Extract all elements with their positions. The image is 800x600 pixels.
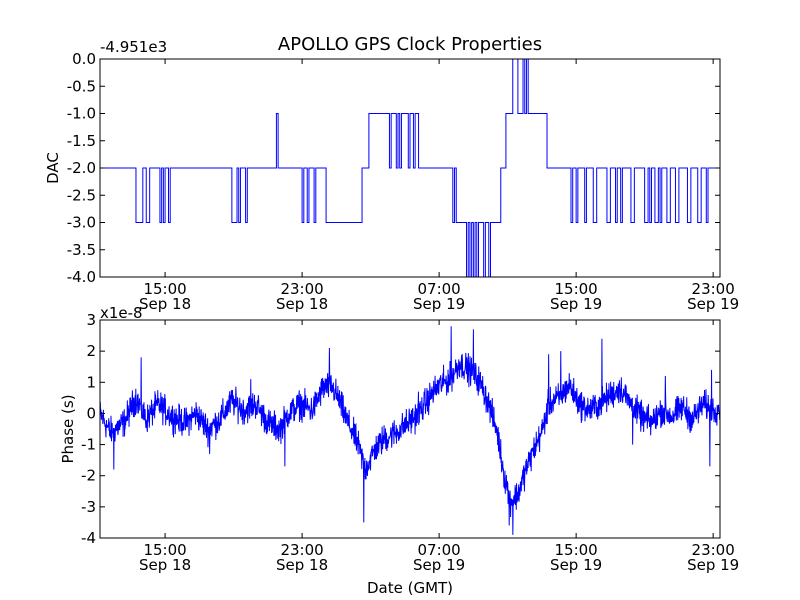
dac-xtick-date: Sep 18	[139, 295, 191, 313]
dac-xtick-time: 15:00	[143, 280, 186, 298]
phase-ylabel: Phase (s)	[59, 394, 77, 463]
chart-title: APOLLO GPS Clock Properties	[278, 34, 542, 55]
phase-ytick-label: 3	[86, 311, 96, 329]
dac-ytick-label: 0.0	[72, 50, 96, 68]
phase-ytick-label: 2	[86, 342, 96, 360]
phase-xtick-date: Sep 19	[413, 556, 465, 574]
dac-xtick-time: 23:00	[692, 280, 735, 298]
phase-series-line	[99, 326, 721, 535]
phase-xtick-time: 07:00	[417, 541, 460, 559]
phase-xtick-date: Sep 19	[687, 556, 739, 574]
phase-ytick-label: 0	[86, 404, 96, 422]
phase-xtick-time: 15:00	[143, 541, 186, 559]
phase-xtick-date: Sep 18	[276, 556, 328, 574]
dac-ytick-label: -1.0	[67, 105, 96, 123]
phase-offset-label: x1e-8	[100, 304, 143, 322]
dac-xtick-date: Sep 19	[550, 295, 602, 313]
dac-xtick-time: 15:00	[555, 280, 598, 298]
phase-ytick-label: -2	[81, 467, 96, 485]
dac-xtick-time: 07:00	[417, 280, 460, 298]
dac-ylabel: DAC	[44, 152, 62, 184]
phase-xtick-time: 23:00	[280, 541, 323, 559]
dac-series-group	[100, 58, 720, 278]
dac-ticks: -4.0 -3.5 -3.0 -2.5 -2.0 -1.5 -1.0 -0.5 0.0 15:00…	[67, 50, 740, 313]
dac-ytick-label: -0.5	[67, 77, 96, 95]
dac-ytick-label: -1.5	[67, 132, 96, 150]
dac-ytick-label: -3.5	[67, 241, 96, 259]
dac-ytick-label: -2.0	[67, 159, 96, 177]
dac-xtick-date: Sep 19	[687, 295, 739, 313]
phase-xtick-date: Sep 19	[550, 556, 602, 574]
dac-xtick-date: Sep 18	[276, 295, 328, 313]
phase-ytick-label: 1	[86, 373, 96, 391]
phase-xtick-time: 23:00	[692, 541, 735, 559]
phase-series-group	[99, 326, 721, 535]
phase-ytick-label: -1	[81, 436, 96, 454]
dac-panel: -4.0 -3.5 -3.0 -2.5 -2.0 -1.5 -1.0 -0.5 0.0 15:00…	[44, 38, 739, 313]
dac-xtick-date: Sep 19	[413, 295, 465, 313]
dac-series-line	[100, 58, 720, 278]
phase-ytick-label: -4	[81, 529, 96, 547]
phase-xtick-date: Sep 18	[139, 556, 191, 574]
phase-axes-frame	[99, 319, 721, 539]
dac-ytick-label: -4.0	[67, 268, 96, 286]
dac-xtick-time: 23:00	[280, 280, 323, 298]
phase-xtick-time: 15:00	[555, 541, 598, 559]
x-axis-label: Date (GMT)	[367, 579, 453, 597]
dac-ytick-label: -2.5	[67, 186, 96, 204]
phase-ytick-label: -3	[81, 498, 96, 516]
dac-ytick-label: -3.0	[67, 214, 96, 232]
dac-offset-label: -4.951e3	[100, 38, 167, 56]
